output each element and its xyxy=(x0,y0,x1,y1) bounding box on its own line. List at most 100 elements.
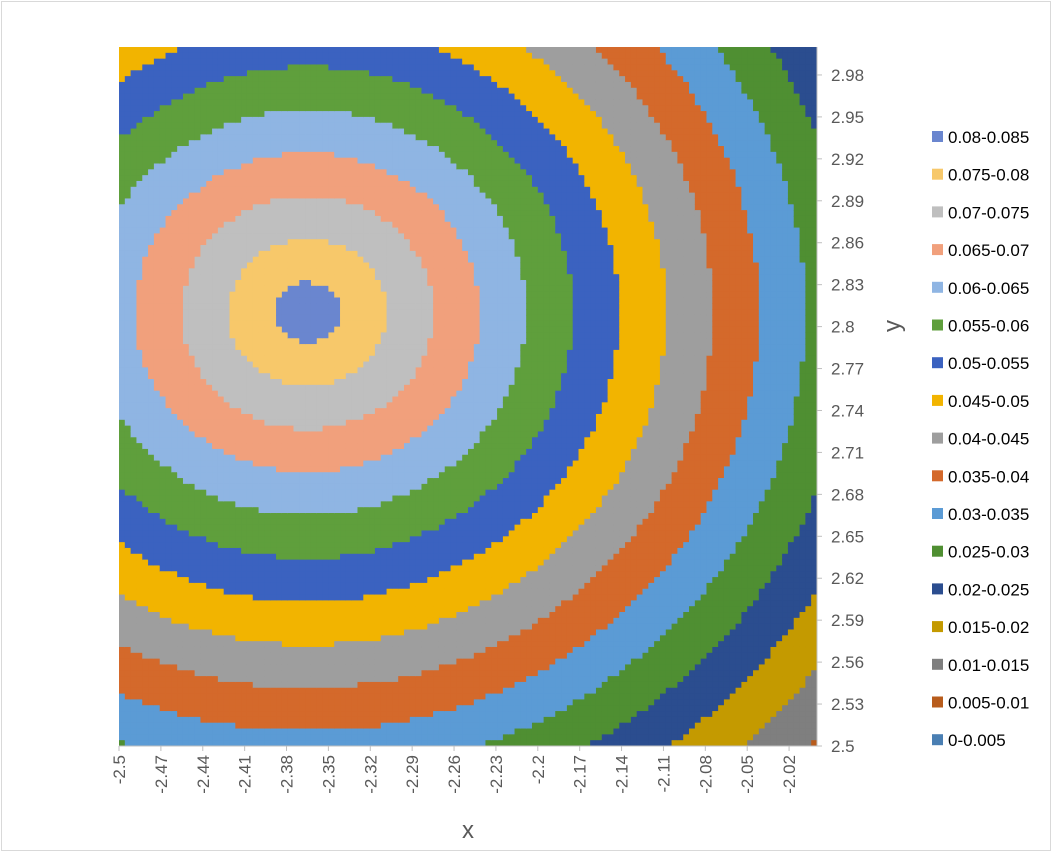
contour-cell xyxy=(194,180,202,188)
contour-cell xyxy=(246,180,254,188)
contour-cell xyxy=(322,70,329,77)
contour-cell xyxy=(229,70,236,77)
contour-cell xyxy=(171,705,178,712)
contour-cell xyxy=(322,361,329,368)
contour-cell xyxy=(241,646,248,654)
contour-cell xyxy=(305,221,312,229)
contour-cell xyxy=(246,652,254,660)
contour-cell xyxy=(130,419,138,427)
contour-cell xyxy=(276,734,283,741)
contour-cell xyxy=(334,699,341,706)
contour-cell xyxy=(310,326,318,334)
contour-cell xyxy=(171,262,178,269)
contour-cell xyxy=(316,256,324,264)
contour-cell xyxy=(217,396,225,403)
contour-cell xyxy=(351,530,359,537)
contour-cell xyxy=(200,58,207,66)
contour-cell xyxy=(334,466,341,473)
contour-cell xyxy=(270,314,277,322)
contour-cell xyxy=(142,652,149,660)
contour-cell xyxy=(340,629,347,636)
contour-cell xyxy=(188,687,196,695)
contour-cell xyxy=(316,466,324,473)
contour-cell xyxy=(264,641,271,648)
contour-cell xyxy=(281,419,289,427)
contour-cell xyxy=(165,349,172,357)
contour-cell xyxy=(229,245,236,252)
contour-cell xyxy=(340,105,347,112)
contour-cell xyxy=(241,280,248,287)
contour-cell xyxy=(153,192,161,200)
contour-cell xyxy=(310,419,318,427)
contour-cell xyxy=(299,245,306,252)
contour-cell xyxy=(281,437,289,444)
contour-cell xyxy=(316,728,324,735)
contour-cell xyxy=(206,448,213,456)
contour-cell xyxy=(171,122,178,130)
contour-cell xyxy=(258,245,266,252)
contour-cell xyxy=(217,681,225,689)
contour-cell xyxy=(276,111,283,118)
contour-cell xyxy=(241,186,248,194)
contour-cell xyxy=(159,373,167,380)
contour-cell xyxy=(130,670,138,677)
contour-cell xyxy=(177,297,184,304)
contour-cell xyxy=(182,623,190,631)
contour-cell xyxy=(299,256,306,264)
contour-cell xyxy=(305,489,312,497)
contour-cell xyxy=(235,571,242,578)
contour-cell xyxy=(299,699,306,706)
contour-cell xyxy=(119,524,126,532)
contour-cell xyxy=(153,518,161,526)
contour-cell xyxy=(340,641,347,648)
contour-cell xyxy=(334,64,341,71)
contour-cell xyxy=(252,507,260,514)
contour-cell xyxy=(299,530,306,537)
contour-cell xyxy=(334,204,341,211)
contour-cell xyxy=(334,425,341,433)
contour-cell xyxy=(351,390,359,398)
contour-cell xyxy=(241,652,248,660)
contour-cell xyxy=(340,157,347,165)
contour-cell xyxy=(194,617,202,625)
contour-cell xyxy=(119,303,126,310)
contour-cell xyxy=(194,285,202,293)
contour-cell xyxy=(252,437,260,444)
contour-cell xyxy=(119,577,126,584)
contour-cell xyxy=(136,664,143,671)
contour-cell xyxy=(235,274,242,281)
contour-cell xyxy=(235,256,242,264)
contour-cell xyxy=(212,280,219,287)
contour-cell xyxy=(212,652,219,660)
contour-cell xyxy=(264,658,271,666)
contour-cell xyxy=(206,419,213,427)
contour-cell xyxy=(340,635,347,642)
contour-cell xyxy=(171,111,178,118)
contour-cell xyxy=(182,151,190,159)
contour-cell xyxy=(206,76,213,83)
contour-cell xyxy=(241,122,248,130)
contour-cell xyxy=(159,134,167,141)
contour-cell xyxy=(206,262,213,269)
contour-cell xyxy=(177,565,184,572)
contour-cell xyxy=(270,105,277,112)
contour-cell xyxy=(293,565,300,572)
contour-cell xyxy=(165,192,172,200)
contour-cell xyxy=(293,297,300,304)
contour-cell xyxy=(212,122,219,130)
contour-cell xyxy=(276,326,283,334)
contour-cell xyxy=(305,472,312,479)
contour-cell xyxy=(136,373,143,380)
contour-cell xyxy=(182,250,190,258)
contour-cell xyxy=(287,559,295,567)
contour-cell xyxy=(293,635,300,642)
contour-cell xyxy=(119,239,126,246)
contour-cell xyxy=(159,670,167,677)
contour-cell xyxy=(159,169,167,176)
contour-cell xyxy=(357,180,364,188)
contour-cell xyxy=(310,693,318,700)
contour-cell xyxy=(235,227,242,234)
contour-cell xyxy=(153,384,161,392)
contour-cell xyxy=(165,629,172,636)
contour-cell xyxy=(171,687,178,695)
